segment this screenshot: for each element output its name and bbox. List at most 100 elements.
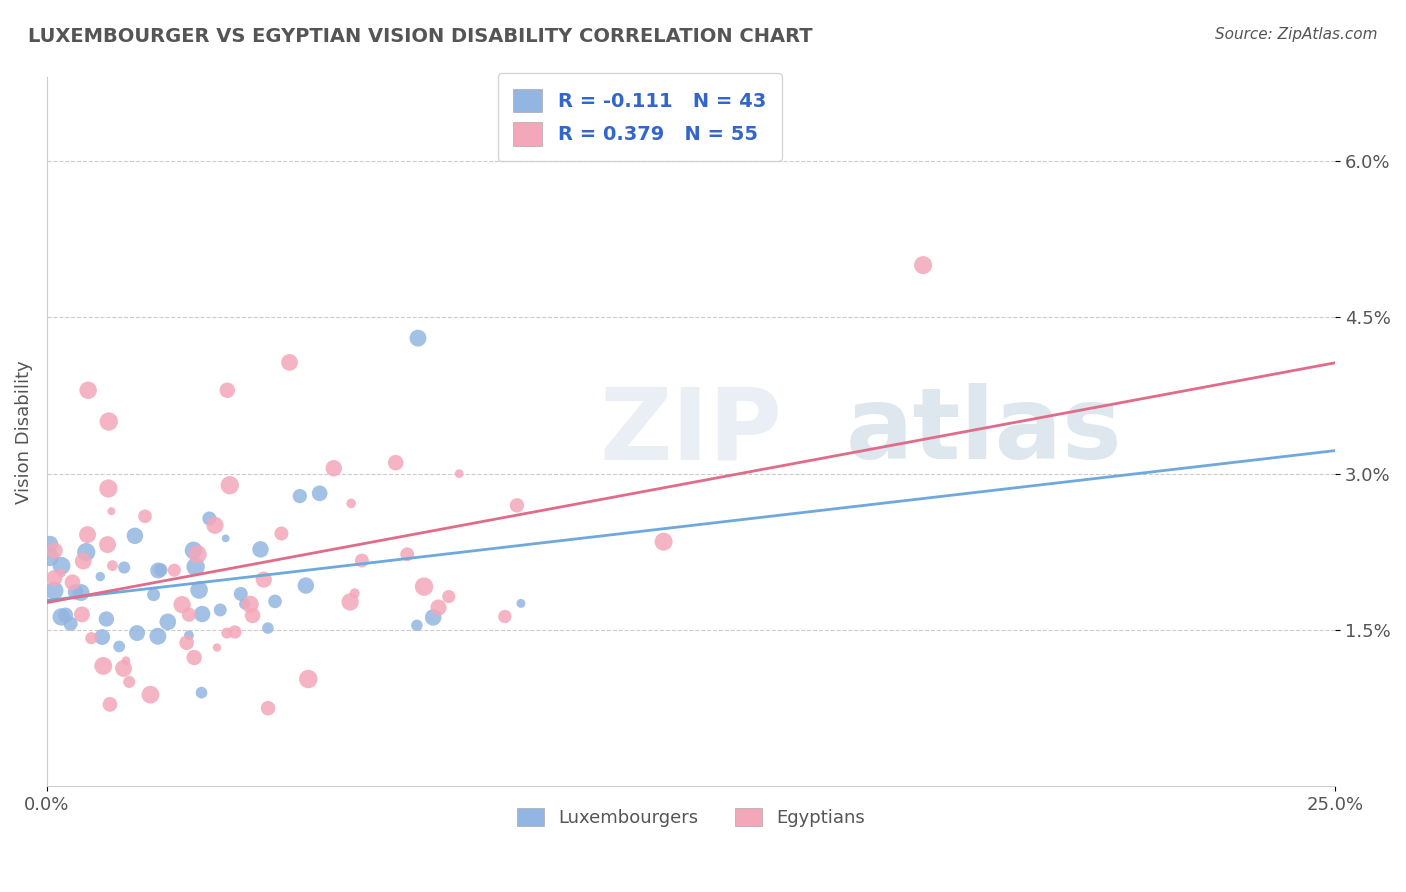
Point: [149, 563, 172, 577]
Point: [96, 612, 118, 626]
Point: [218, 478, 240, 492]
Point: [97, 482, 120, 496]
Point: [76, 527, 98, 541]
Point: [295, 578, 318, 592]
Point: [177, 628, 200, 642]
Point: [253, 573, 276, 587]
Point: [51, 566, 73, 581]
Point: [233, 597, 256, 611]
Point: [118, 675, 141, 690]
Point: [242, 608, 264, 623]
Point: [406, 618, 429, 632]
Point: [115, 654, 138, 668]
Point: [72, 554, 94, 568]
Point: [55, 607, 77, 622]
Point: [215, 532, 238, 546]
Point: [215, 626, 238, 640]
Point: [652, 534, 675, 549]
Point: [112, 560, 135, 574]
Point: [384, 456, 406, 470]
Point: [96, 538, 118, 552]
Y-axis label: Vision Disability: Vision Disability: [15, 360, 32, 504]
Point: [51, 610, 73, 624]
Point: [422, 610, 444, 624]
Point: [437, 590, 460, 604]
Point: [65, 585, 87, 599]
Point: [297, 672, 319, 686]
Point: [91, 659, 114, 673]
Point: [340, 496, 363, 510]
Point: [264, 594, 287, 608]
Point: [80, 631, 103, 645]
Point: [239, 597, 262, 611]
Point: [288, 489, 311, 503]
Point: [224, 625, 246, 640]
Point: [506, 499, 529, 513]
Point: [44, 583, 66, 598]
Point: [148, 564, 170, 578]
Point: [510, 596, 533, 610]
Point: [187, 547, 209, 561]
Point: [177, 607, 200, 622]
Point: [98, 698, 121, 712]
Point: [188, 582, 211, 597]
Point: [205, 640, 228, 655]
Point: [190, 685, 212, 699]
Point: [322, 461, 344, 475]
Point: [59, 616, 82, 631]
Point: [44, 543, 66, 558]
Point: [108, 640, 131, 654]
Point: [427, 600, 450, 615]
Text: atlas: atlas: [846, 384, 1122, 481]
Point: [44, 571, 66, 585]
Legend: Luxembourgers, Egyptians: Luxembourgers, Egyptians: [510, 800, 872, 834]
Point: [183, 650, 205, 665]
Point: [912, 258, 935, 272]
Point: [70, 607, 93, 622]
Point: [191, 607, 214, 621]
Point: [406, 331, 429, 345]
Point: [62, 575, 84, 590]
Text: LUXEMBOURGER VS EGYPTIAN VISION DISABILITY CORRELATION CHART: LUXEMBOURGER VS EGYPTIAN VISION DISABILI…: [28, 27, 813, 45]
Point: [97, 415, 120, 429]
Point: [396, 547, 419, 561]
Point: [146, 629, 169, 643]
Text: ZIP: ZIP: [600, 384, 783, 481]
Point: [270, 526, 292, 541]
Point: [124, 529, 146, 543]
Point: [101, 558, 124, 573]
Point: [75, 545, 97, 559]
Point: [204, 518, 226, 533]
Point: [38, 549, 60, 564]
Point: [229, 587, 252, 601]
Point: [308, 486, 330, 500]
Point: [209, 603, 232, 617]
Point: [343, 586, 366, 600]
Point: [217, 384, 239, 398]
Point: [183, 543, 205, 558]
Point: [89, 569, 111, 583]
Point: [100, 504, 122, 518]
Point: [249, 542, 271, 557]
Point: [77, 384, 100, 398]
Point: [70, 585, 93, 599]
Point: [51, 558, 73, 573]
Point: [39, 537, 62, 551]
Point: [413, 580, 436, 594]
Point: [91, 630, 114, 644]
Point: [176, 636, 198, 650]
Point: [257, 621, 280, 635]
Point: [257, 701, 280, 715]
Point: [125, 626, 148, 640]
Text: Source: ZipAtlas.com: Source: ZipAtlas.com: [1215, 27, 1378, 42]
Point: [172, 598, 194, 612]
Point: [184, 559, 207, 574]
Point: [156, 615, 179, 629]
Point: [163, 563, 186, 577]
Point: [449, 467, 471, 481]
Point: [339, 595, 361, 609]
Point: [134, 509, 156, 524]
Point: [139, 688, 162, 702]
Point: [198, 511, 221, 525]
Point: [142, 588, 165, 602]
